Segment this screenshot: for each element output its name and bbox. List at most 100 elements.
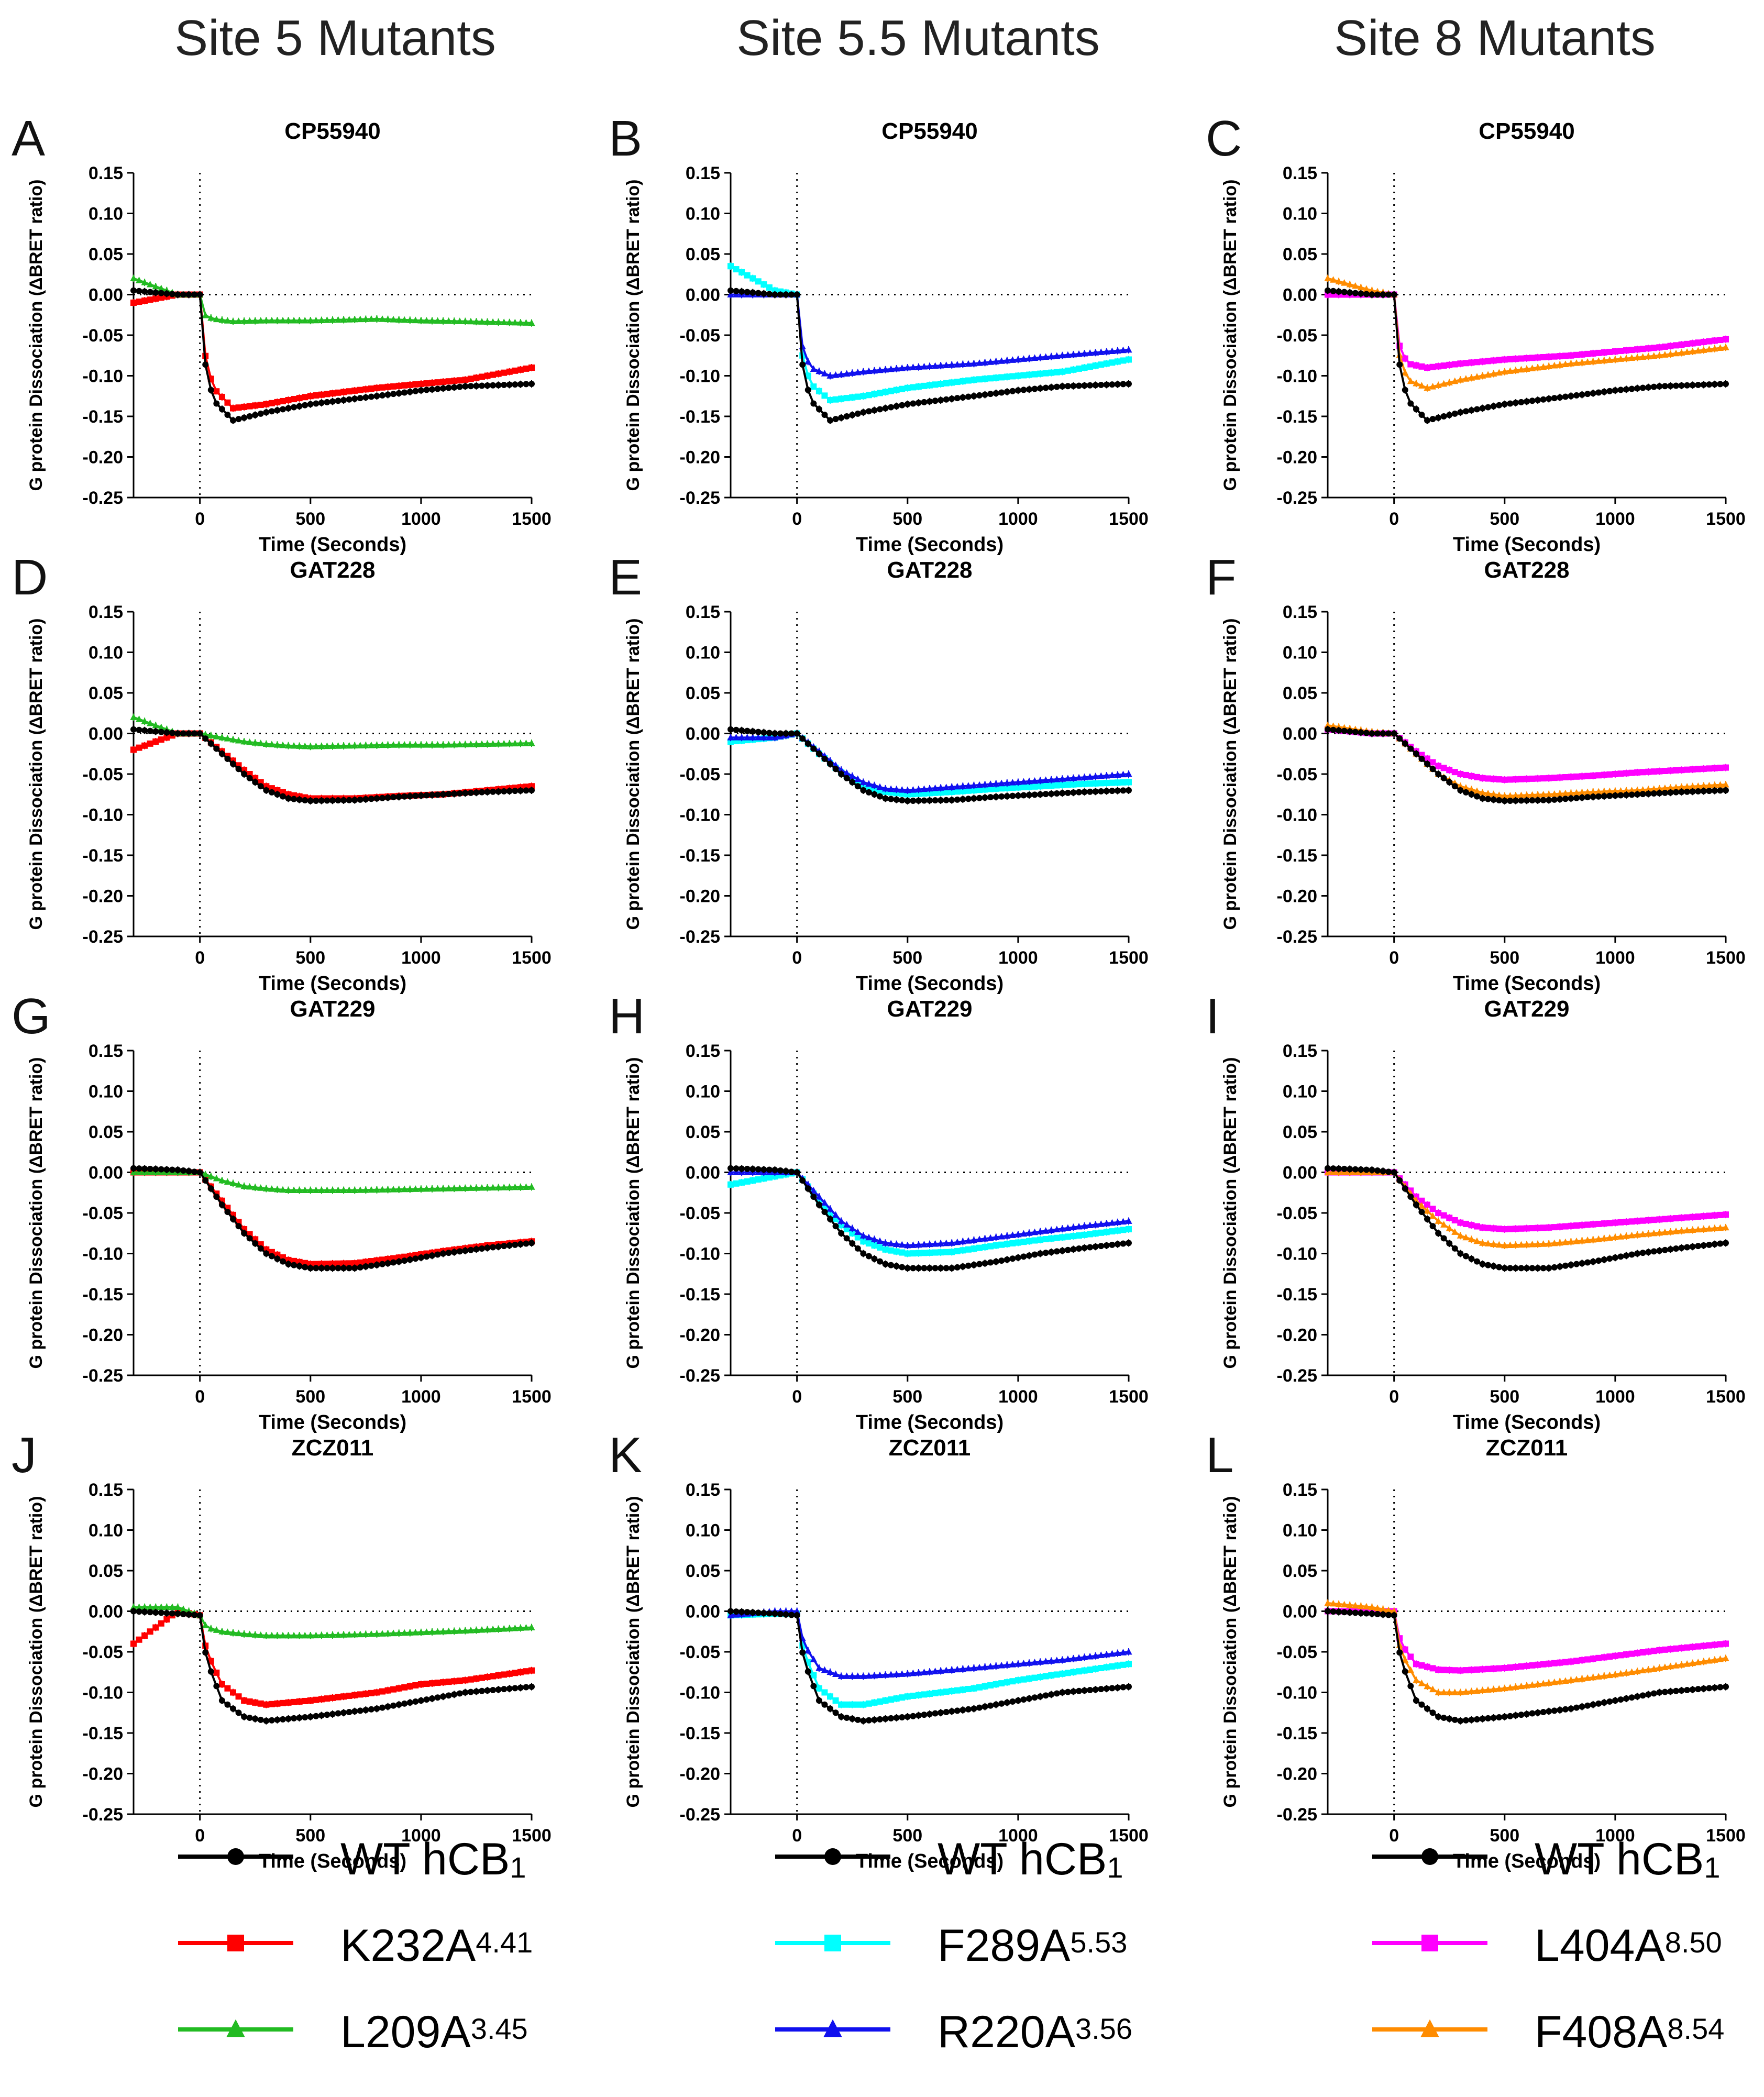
data-point [456, 1248, 463, 1255]
data-point [943, 1239, 950, 1246]
data-point [1042, 1250, 1049, 1256]
data-point [871, 1255, 878, 1262]
data-point [423, 1681, 430, 1687]
data-point [810, 745, 817, 752]
data-point [213, 1669, 220, 1676]
data-point [462, 1248, 469, 1254]
data-point [1540, 775, 1547, 782]
data-point [429, 1695, 435, 1702]
data-point [1114, 358, 1121, 365]
data-point [1092, 780, 1099, 787]
data-point [1042, 791, 1049, 798]
data-point [1435, 1688, 1442, 1695]
data-point [284, 316, 292, 324]
data-point [296, 1714, 303, 1721]
data-point [1103, 1229, 1110, 1235]
data-point [324, 1695, 330, 1702]
chart-panel-H: H GAT229 0.15 0.10 0.05 0.00 -0.05 -0.10 -0.15 -0… [597, 988, 1173, 1433]
y-tick-label: -0.20 [680, 448, 721, 468]
data-point [257, 317, 264, 324]
x-tick-label: 1500 [1109, 509, 1149, 529]
data-point [1645, 345, 1652, 352]
data-point [904, 786, 911, 793]
data-point [1706, 381, 1713, 388]
data-point [1418, 755, 1425, 762]
y-tick-label: 0.00 [686, 285, 720, 305]
data-point [871, 791, 878, 798]
data-point [1496, 357, 1503, 363]
data-point [528, 319, 535, 326]
y-tick-label: -0.20 [680, 1326, 721, 1345]
data-point [1004, 389, 1010, 395]
data-point [501, 1686, 508, 1693]
data-point [982, 376, 988, 382]
data-point [351, 1708, 358, 1715]
data-point [1120, 779, 1127, 786]
data-point [987, 1234, 994, 1241]
data-point [224, 399, 231, 406]
data-point [218, 734, 226, 741]
data-point [1562, 774, 1569, 781]
data-point [296, 796, 303, 803]
data-point [843, 1672, 851, 1679]
data-point [158, 284, 165, 292]
data-point [196, 730, 203, 737]
data-point [959, 1665, 966, 1672]
data-point [495, 318, 502, 325]
data-point [313, 1696, 319, 1703]
y-tick-label: 0.05 [89, 683, 123, 703]
data-point [290, 316, 297, 324]
data-point [384, 794, 391, 801]
data-point [865, 1700, 872, 1707]
data-point [877, 406, 883, 413]
data-point [484, 789, 491, 796]
data-point [981, 359, 989, 366]
data-point [456, 383, 463, 390]
data-point [268, 1717, 275, 1724]
data-point [500, 318, 508, 325]
data-point [1424, 384, 1431, 391]
data-point [483, 1184, 491, 1191]
data-point [1385, 730, 1392, 737]
data-point [456, 377, 463, 384]
data-point [456, 1677, 463, 1684]
series-f408a [1324, 1599, 1729, 1696]
data-point [1424, 1705, 1430, 1712]
data-point [815, 1664, 823, 1671]
data-point [804, 1647, 812, 1654]
data-point [423, 380, 430, 387]
data-point [860, 1717, 867, 1724]
data-point [1330, 726, 1337, 733]
data-point [1031, 777, 1039, 784]
data-point [1004, 1661, 1011, 1668]
data-point [1684, 340, 1691, 347]
data-point [1374, 730, 1381, 737]
data-point [1529, 398, 1536, 404]
data-point [1440, 1666, 1447, 1673]
data-point [1667, 1662, 1674, 1670]
data-point [1579, 1703, 1585, 1710]
data-point [1352, 282, 1359, 289]
data-point [384, 1703, 391, 1710]
data-point [428, 317, 436, 324]
data-point [1524, 355, 1530, 361]
data-point [1114, 381, 1121, 388]
data-point [1645, 1665, 1652, 1673]
data-point [1706, 338, 1713, 345]
data-point [324, 399, 330, 405]
data-point [1358, 290, 1364, 297]
data-point [1556, 1239, 1563, 1246]
data-point [1087, 780, 1094, 787]
series-f408a [1324, 1168, 1729, 1249]
y-axis-label: G protein Dissociation (ΔBRET ratio) [26, 1057, 46, 1369]
data-point [307, 1714, 314, 1720]
data-point [1568, 1222, 1574, 1229]
legend-swatch [775, 1935, 890, 1951]
data-point [949, 1708, 955, 1715]
data-point [1325, 726, 1331, 733]
data-point [313, 400, 319, 407]
data-point [1081, 1231, 1088, 1238]
data-point [390, 1259, 397, 1266]
data-point [324, 1261, 330, 1267]
data-point [1336, 727, 1342, 734]
